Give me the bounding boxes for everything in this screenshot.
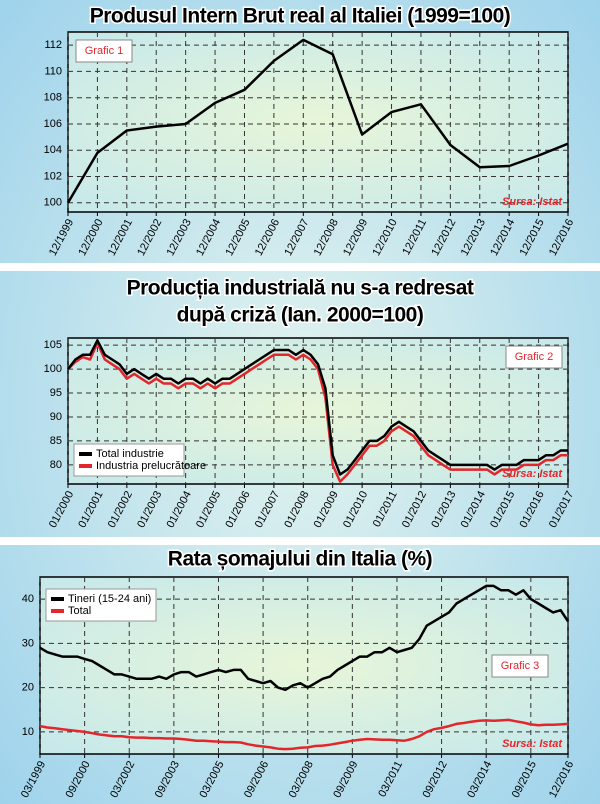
source: Sursa: Istat	[502, 738, 563, 750]
y-tick-label: 110	[44, 65, 62, 77]
y-tick-label: 100	[44, 363, 62, 375]
legend-label: Industria prelucrătoare	[96, 460, 206, 472]
annotation: Grafic 2	[515, 351, 554, 363]
y-tick-label: 100	[44, 197, 62, 209]
annotation: Grafic 3	[501, 660, 540, 672]
chart-title: Rata șomajului din Italia (%)	[168, 548, 432, 571]
y-tick-label: 30	[22, 637, 34, 649]
separator	[0, 263, 600, 271]
y-tick-label: 80	[50, 459, 62, 471]
y-tick-label: 102	[44, 170, 62, 182]
y-tick-label: 85	[50, 435, 62, 447]
y-tick-label: 95	[50, 387, 62, 399]
y-tick-label: 20	[22, 682, 34, 694]
legend-label: Tineri (15-24 ani)	[68, 593, 151, 605]
source: Sursa: Istat	[502, 196, 563, 208]
legend-label: Total	[68, 605, 91, 617]
y-tick-label: 112	[44, 39, 62, 51]
annotation-box	[491, 654, 549, 678]
legend-label: Total industrie	[96, 448, 164, 460]
data-line	[39, 584, 570, 692]
y-tick-label: 108	[44, 92, 62, 104]
annotation-box	[505, 345, 563, 369]
separator	[0, 537, 600, 545]
plot-area	[67, 31, 569, 213]
chart-title: Produsul Intern Brut real al Italiei (19…	[90, 5, 511, 28]
legend-box	[73, 443, 185, 477]
annotation: Grafic 1	[85, 45, 124, 57]
y-tick-label: 90	[50, 411, 62, 423]
legend-box	[45, 588, 157, 622]
chart-title: după criză (Ian. 2000=100)	[177, 304, 424, 327]
data-line	[39, 718, 569, 751]
y-tick-label: 40	[22, 593, 34, 605]
data-line	[66, 38, 569, 204]
data-line	[67, 341, 568, 483]
annotation-box	[75, 39, 133, 63]
y-tick-label: 10	[22, 726, 34, 738]
y-tick-label: 104	[44, 144, 62, 156]
chart-title: Producția industrială nu s-a redresat	[127, 277, 474, 300]
data-line	[67, 339, 568, 476]
y-tick-label: 106	[44, 118, 62, 130]
source: Sursa: Istat	[502, 468, 563, 480]
y-tick-label: 105	[44, 339, 62, 351]
